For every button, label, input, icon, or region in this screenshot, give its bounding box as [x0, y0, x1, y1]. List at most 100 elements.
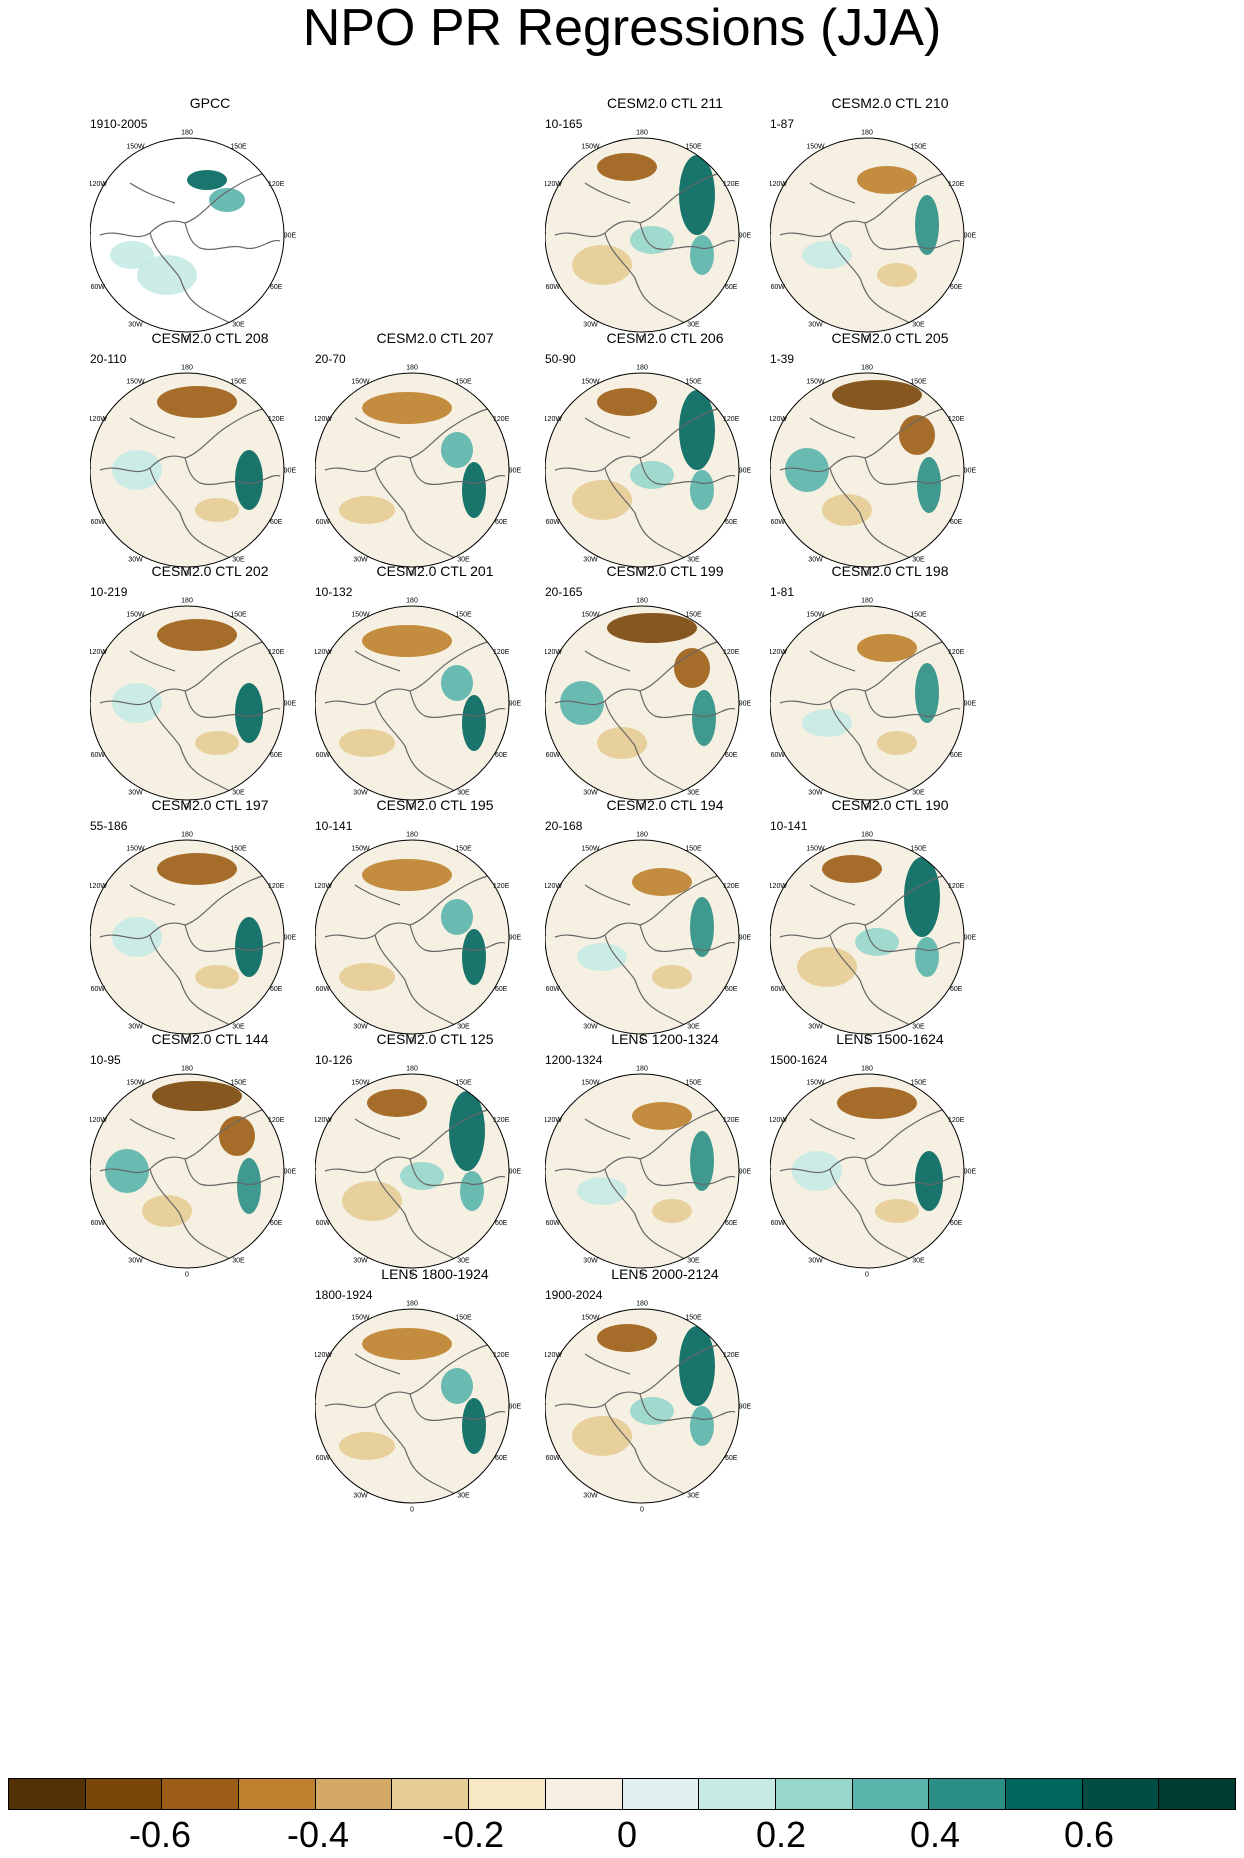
- coastline: [779, 1108, 961, 1265]
- longitude-label: 30E: [687, 1258, 700, 1265]
- panel-title: CESM2.0 CTL 199: [606, 563, 724, 579]
- longitude-label: 90W: [545, 935, 547, 942]
- longitude-label: 60W: [546, 752, 561, 759]
- longitude-label: 30E: [457, 557, 470, 564]
- longitude-label: 120W: [315, 649, 332, 656]
- longitude-label: 90W: [770, 935, 772, 942]
- longitude-label: 150E: [910, 611, 927, 618]
- longitude-label: 150E: [685, 1314, 702, 1321]
- polar-map: 180 150E 120E 90E 60E 30E 0 30W 60W 90W 120W 150W: [545, 1066, 752, 1279]
- longitude-label: 60E: [270, 752, 283, 759]
- longitude-label: 90E: [964, 701, 977, 708]
- longitude-label: 30W: [583, 557, 598, 564]
- longitude-label: 120W: [90, 1117, 107, 1124]
- anomaly-region: [339, 729, 395, 757]
- map-panel: CESM2.0 CTL 197 55-186 180 150E 120E 90E 60E 30…: [90, 797, 330, 1067]
- map-field: [90, 138, 284, 332]
- longitude-label: 120W: [90, 883, 107, 890]
- coastline: [779, 172, 961, 329]
- longitude-label: 120E: [723, 883, 740, 890]
- polar-map: 180 150E 120E 90E 60E 30E 0 30W 60W 90W 120W 150W: [545, 598, 752, 811]
- panel-year-range: 1500-1624: [770, 1053, 828, 1067]
- longitude-label: 120E: [723, 416, 740, 423]
- map-panel: CESM2.0 CTL 199 20-165 180 150E 120E 90E 60E 30…: [545, 563, 785, 833]
- longitude-label: 0: [640, 571, 644, 578]
- coastline: [779, 874, 961, 1031]
- longitude-label: 30W: [808, 790, 823, 797]
- anomaly-region: [877, 731, 917, 755]
- anomaly-region: [690, 470, 714, 510]
- anomaly-region: [822, 855, 882, 883]
- longitude-label: 0: [185, 1272, 189, 1279]
- longitude-label: 120W: [315, 1117, 332, 1124]
- anomaly-region: [915, 195, 939, 255]
- longitude-label: 30E: [687, 557, 700, 564]
- longitude-label: 120E: [268, 416, 285, 423]
- panel-year-range: 10-126: [315, 1053, 353, 1067]
- panel-year-range: 1910-2005: [90, 117, 148, 131]
- longitude-label: 60W: [771, 519, 786, 526]
- longitude-label: 60E: [950, 752, 963, 759]
- anomaly-region: [904, 857, 940, 937]
- anomaly-region: [462, 462, 486, 518]
- longitude-label: 150E: [455, 378, 472, 385]
- longitude-label: 90W: [315, 1404, 317, 1411]
- longitude-label: 60E: [950, 519, 963, 526]
- longitude-label: 90W: [545, 701, 547, 708]
- longitude-label: 0: [185, 571, 189, 578]
- longitude-label: 90E: [964, 468, 977, 475]
- panel-title: CESM2.0 CTL 208: [151, 330, 269, 346]
- map-boundary: [315, 1073, 510, 1269]
- longitude-label: 90W: [315, 701, 317, 708]
- map-boundary: [770, 839, 965, 1035]
- anomaly-region: [679, 390, 715, 470]
- anomaly-region: [339, 1432, 395, 1460]
- longitude-label: 60E: [270, 1220, 283, 1227]
- longitude-label: 60W: [316, 1220, 331, 1227]
- polar-map: 180 150E 120E 90E 60E 30E 0 30W 60W 90W 120W 150W: [770, 130, 977, 343]
- longitude-label: 60E: [950, 986, 963, 993]
- anomaly-region: [157, 619, 237, 651]
- panel-title: LENS 1500-1624: [836, 1031, 944, 1047]
- longitude-label: 30E: [232, 1024, 245, 1031]
- longitude-label: 180: [181, 130, 193, 137]
- longitude-label: 90E: [739, 468, 752, 475]
- longitude-label: 90E: [509, 701, 522, 708]
- panel-title: LENS 1200-1324: [611, 1031, 719, 1047]
- anomaly-region: [855, 928, 899, 956]
- coastline: [324, 1343, 506, 1500]
- longitude-label: 120W: [545, 416, 562, 423]
- anomaly-region: [679, 1326, 715, 1406]
- panel-year-range: 1-39: [770, 352, 795, 366]
- longitude-label: 30E: [457, 1258, 470, 1265]
- anomaly-region: [690, 235, 714, 275]
- anomaly-region: [899, 415, 935, 455]
- longitude-label: 120W: [770, 181, 787, 188]
- longitude-label: 120E: [948, 649, 965, 656]
- polar-map: 180 150E 120E 90E 60E 30E 0 30W 60W 90W 120W 150W: [545, 365, 752, 578]
- map-panel: CESM2.0 CTL 205 1-39 180 150E 120E 90E 60E 30E 0…: [770, 330, 1010, 600]
- longitude-label: 30E: [687, 790, 700, 797]
- colorbar-swatch: [1005, 1779, 1083, 1809]
- longitude-label: 30E: [912, 1024, 925, 1031]
- longitude-label: 90W: [545, 233, 547, 240]
- map-panel: CESM2.0 CTL 208 20-110 180 150E 120E 90E 60E 30…: [90, 330, 330, 600]
- longitude-label: 180: [636, 130, 648, 137]
- map-boundary: [545, 137, 740, 333]
- longitude-label: 60E: [270, 284, 283, 291]
- longitude-label: 150E: [685, 378, 702, 385]
- longitude-label: 150W: [806, 611, 825, 618]
- coastline: [554, 407, 736, 564]
- colorbar-swatch: [9, 1779, 86, 1809]
- colorbar-swatch: [852, 1779, 930, 1809]
- panel-year-range: 10-141: [315, 819, 353, 833]
- polar-map: 180 150E 120E 90E 60E 30E 0 30W 60W 90W 120W 150W: [545, 1301, 752, 1514]
- colorbar-tick-label: -0.2: [441, 1814, 505, 1855]
- longitude-label: 0: [410, 804, 414, 811]
- longitude-label: 60E: [495, 986, 508, 993]
- panel-title: CESM2.0 CTL 202: [151, 563, 269, 579]
- longitude-label: 30E: [457, 1024, 470, 1031]
- polar-map: 180 150E 120E 90E 60E 30E 0 30W 60W 90W 120W 150W: [315, 1066, 522, 1279]
- longitude-label: 30W: [128, 322, 143, 329]
- longitude-label: 120E: [493, 416, 510, 423]
